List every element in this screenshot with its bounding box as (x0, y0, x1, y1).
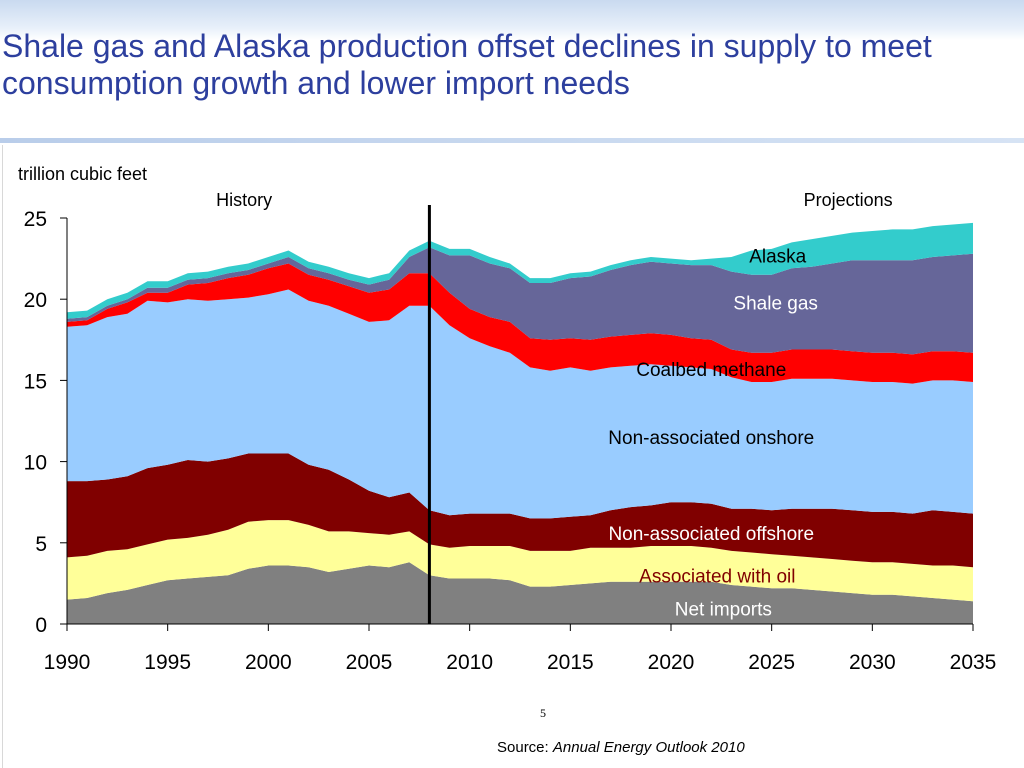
projections-label: Projections (804, 190, 893, 210)
label-shale-gas: Shale gas (733, 293, 818, 314)
area-coalbed-methane (67, 263, 973, 384)
header-gradient-band (0, 0, 1024, 40)
series-labels: Net imports Associated with oil Non-associ… (608, 246, 818, 620)
y-tick-label: 25 (24, 208, 47, 231)
area-non-associated-offshore (67, 453, 973, 568)
y-tick-label: 10 (24, 452, 47, 475)
page-number: 5 (540, 706, 546, 720)
slide-title: Shale gas and Alaska production offset d… (2, 28, 932, 101)
y-tick-label: 5 (35, 533, 47, 556)
area-layers (67, 222, 973, 624)
y-tick-label: 15 (24, 370, 47, 393)
label-non-associated-onshore: Non-associated onshore (608, 428, 814, 449)
x-tick-label: 2030 (849, 651, 896, 674)
source-title: Annual Energy Outlook 2010 (552, 739, 745, 756)
y-tick-label: 20 (24, 289, 47, 312)
source-note: Source: Annual Energy Outlook 2010 (497, 739, 745, 756)
x-tick-label: 2020 (648, 651, 695, 674)
x-tick-label: 2015 (547, 651, 594, 674)
area-net-imports (67, 562, 973, 624)
title-divider (0, 138, 1024, 143)
label-coalbed-methane: Coalbed methane (636, 360, 786, 381)
label-net-imports: Net imports (675, 600, 772, 621)
y-axis-unit-label: trillion cubic feet (18, 164, 147, 184)
x-tick-label: 2025 (748, 651, 795, 674)
area-non-associated-onshore (67, 289, 973, 519)
left-margin-rule (2, 145, 3, 768)
x-tick-label: 1995 (144, 651, 191, 674)
history-label: History (216, 190, 272, 210)
y-axis: 0 5 10 15 20 25 (24, 208, 68, 637)
area-associated-with-oil (67, 520, 973, 602)
x-tick-label: 2000 (245, 651, 292, 674)
y-tick-label: 0 (35, 614, 47, 637)
label-associated-with-oil: Associated with oil (639, 566, 795, 587)
area-alaska (67, 222, 973, 319)
x-axis: 1990 1995 2000 2005 2010 2015 2020 2025 2030 2035 (44, 623, 997, 674)
label-alaska: Alaska (749, 246, 806, 267)
label-non-associated-offshore: Non-associated offshore (608, 524, 814, 545)
x-tick-label: 2010 (446, 651, 493, 674)
x-tick-label: 2035 (950, 651, 997, 674)
x-tick-label: 2005 (346, 651, 393, 674)
source-prefix: Source: (497, 739, 549, 756)
x-tick-label: 1990 (44, 651, 91, 674)
area-shale-gas (67, 247, 973, 355)
